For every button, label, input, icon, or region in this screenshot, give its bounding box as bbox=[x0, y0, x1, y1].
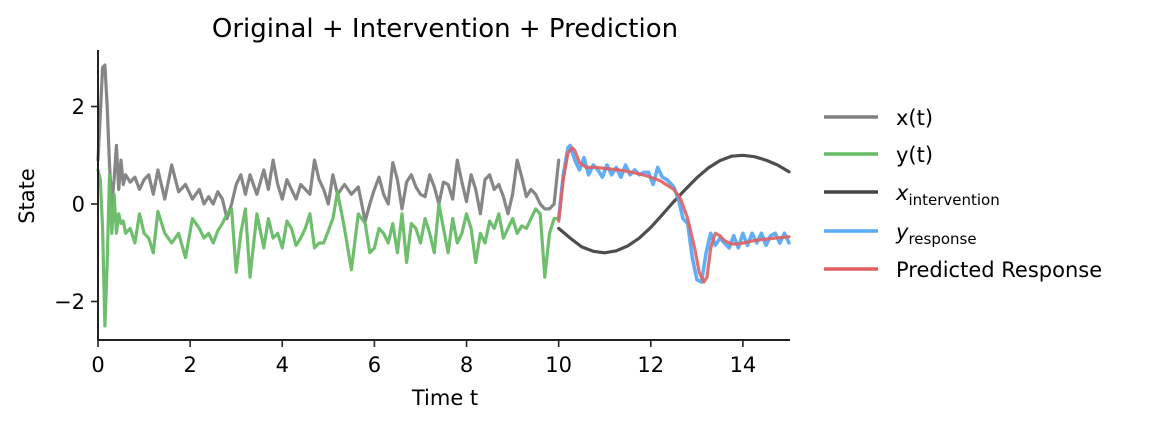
series-line-x-intervention bbox=[557, 153, 791, 255]
legend: x(t) y(t) xintervention yresponse Predicted … bbox=[824, 106, 1102, 282]
legend-item: Predicted Response bbox=[824, 258, 1102, 282]
plot-lines bbox=[96, 63, 791, 328]
x-tick-label: 14 bbox=[730, 353, 757, 377]
legend-label: xintervention bbox=[895, 181, 1000, 209]
x-tick-label: 2 bbox=[183, 353, 196, 377]
x-tick-label: 6 bbox=[368, 353, 381, 377]
legend-label: y(t) bbox=[896, 143, 933, 167]
series-line-y-t- bbox=[96, 168, 561, 328]
legend-item: y(t) bbox=[824, 143, 933, 167]
chart-title: Original + Intervention + Prediction bbox=[212, 14, 678, 44]
x-tick-label: 12 bbox=[637, 353, 664, 377]
legend-item: x(t) bbox=[824, 106, 933, 130]
x-tick-label: 8 bbox=[460, 353, 473, 377]
legend-label: yresponse bbox=[895, 220, 977, 248]
legend-label: Predicted Response bbox=[896, 258, 1102, 282]
legend-item: yresponse bbox=[824, 220, 977, 248]
y-axis-ticks: −2 0 2 bbox=[54, 95, 98, 314]
x-axis-ticks: 0 2 4 6 8 10 12 14 bbox=[91, 340, 756, 377]
y-tick-label: −2 bbox=[54, 290, 85, 314]
series-line-predicted-response bbox=[557, 146, 791, 284]
x-tick-label: 4 bbox=[276, 353, 289, 377]
y-tick-label: 2 bbox=[72, 95, 85, 119]
x-axis-label: Time t bbox=[411, 386, 478, 410]
y-axis-label: State bbox=[15, 168, 39, 224]
x-tick-label: 0 bbox=[91, 353, 104, 377]
y-tick-label: 0 bbox=[72, 193, 85, 217]
series-line-x-t- bbox=[96, 63, 561, 223]
axes: 0 2 4 6 8 10 12 14 −2 0 2 bbox=[54, 50, 790, 377]
legend-label: x(t) bbox=[896, 106, 933, 130]
legend-item: xintervention bbox=[824, 181, 1000, 209]
x-tick-label: 10 bbox=[545, 353, 572, 377]
